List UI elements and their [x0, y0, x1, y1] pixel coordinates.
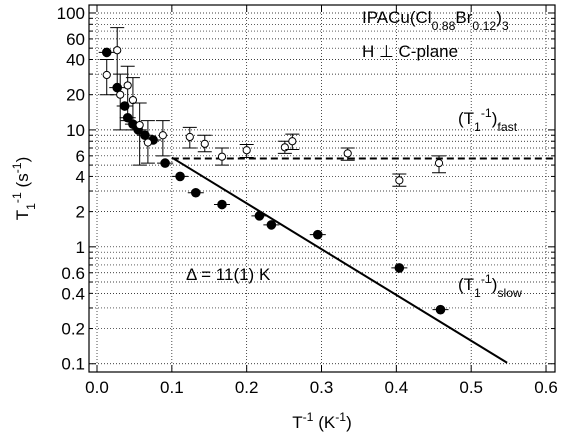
y-tick-label: 100 — [57, 4, 85, 23]
data-point — [435, 304, 446, 315]
data-point — [343, 149, 352, 158]
y-tick-label: 20 — [66, 86, 85, 105]
text-part: 0.12 — [472, 19, 496, 33]
data-point — [434, 159, 444, 168]
text-part: (s — [13, 173, 32, 192]
x-tick-label: 0.1 — [160, 378, 184, 397]
error-bar — [120, 65, 135, 122]
data-point — [175, 171, 185, 182]
x-tick-label: 0.4 — [385, 378, 409, 397]
text-part: ) — [492, 275, 498, 294]
y-tick-label: 0.2 — [61, 320, 85, 339]
x-tick-label: 0.5 — [459, 378, 483, 397]
text-part: (T — [458, 275, 474, 294]
data-point — [395, 176, 404, 185]
y-axis-label: T1-1 (s-1) — [10, 157, 38, 221]
text-part: H ⊥ C-plane — [362, 42, 458, 61]
text-part: (T — [458, 109, 474, 128]
text-part: -1 — [303, 410, 314, 424]
data-point — [200, 139, 209, 148]
y-tick-label: 0.4 — [61, 284, 85, 303]
data-point — [102, 70, 111, 80]
x-tick-label: 0.0 — [85, 378, 109, 397]
data-point — [158, 131, 167, 140]
plot-frame — [88, 4, 556, 373]
data-point — [160, 158, 170, 168]
data-point — [113, 46, 122, 55]
y-tick-label: 1 — [76, 238, 85, 257]
text-part: -1 — [335, 410, 346, 424]
x-axis-label: T-1 (K-1) — [292, 410, 352, 432]
x-tick-label: 0.6 — [534, 378, 558, 397]
data-point — [217, 199, 227, 210]
data-point — [143, 138, 152, 147]
y-tick-label: 2 — [76, 203, 85, 222]
text-part: 0.88 — [432, 19, 456, 33]
text-part: 3 — [502, 19, 509, 33]
text-part: -1 — [10, 192, 24, 203]
text-part: ) — [496, 8, 502, 27]
text-part: (K — [313, 413, 335, 432]
data-point — [135, 120, 144, 130]
annotation: (T1-1)fast — [458, 106, 518, 134]
y-tick-label: 6 — [76, 147, 85, 166]
y-tick-label: 60 — [66, 30, 85, 49]
annotation: (T1-1)slow — [458, 272, 522, 300]
data-point — [242, 146, 251, 155]
text-part: -1 — [10, 162, 24, 173]
data-point — [394, 263, 405, 273]
data-point — [288, 137, 297, 146]
y-tick-label: 0.1 — [61, 355, 85, 374]
annotation: H ⊥ C-plane — [362, 42, 458, 61]
text-part: IPACu(Cl — [362, 8, 432, 27]
y-tick-label: 4 — [76, 167, 85, 186]
data-point — [254, 211, 265, 221]
text-part: ) — [13, 157, 32, 163]
data-point — [116, 90, 125, 99]
text-part: T — [292, 413, 302, 432]
text-part: 1 — [474, 120, 481, 134]
error-bar — [113, 73, 128, 131]
text-part: 1 — [474, 286, 481, 300]
text-part: 1 — [24, 203, 38, 210]
fit-line — [171, 156, 508, 364]
data-point — [128, 95, 138, 105]
text-part: ) — [492, 109, 498, 128]
error-bar — [132, 102, 147, 166]
data-point — [185, 132, 194, 142]
data-point — [217, 152, 227, 161]
x-tick-label: 0.2 — [235, 378, 259, 397]
text-part: slow — [497, 286, 522, 300]
data-point — [312, 229, 323, 240]
text-part: fast — [497, 120, 517, 134]
text-part: Br — [455, 8, 472, 27]
text-part: -1 — [481, 272, 492, 286]
data-point — [266, 220, 277, 230]
error-bar — [110, 27, 125, 96]
text-part: -1 — [481, 106, 492, 120]
x-tick-label: 0.3 — [310, 378, 334, 397]
data-point — [101, 47, 112, 58]
y-tick-label: 10 — [66, 121, 85, 140]
y-tick-label: 0.6 — [61, 264, 85, 283]
data-point — [140, 130, 150, 141]
data-point — [190, 187, 201, 198]
annotation: IPACu(Cl0.88Br0.12)3 — [362, 8, 509, 33]
data-point — [123, 81, 132, 90]
text-part: Δ = 11(1) K — [186, 265, 271, 284]
text-part: T — [13, 210, 32, 220]
text-part: ) — [346, 413, 352, 432]
annotation: Δ = 11(1) K — [186, 265, 271, 284]
y-tick-label: 40 — [66, 51, 85, 70]
